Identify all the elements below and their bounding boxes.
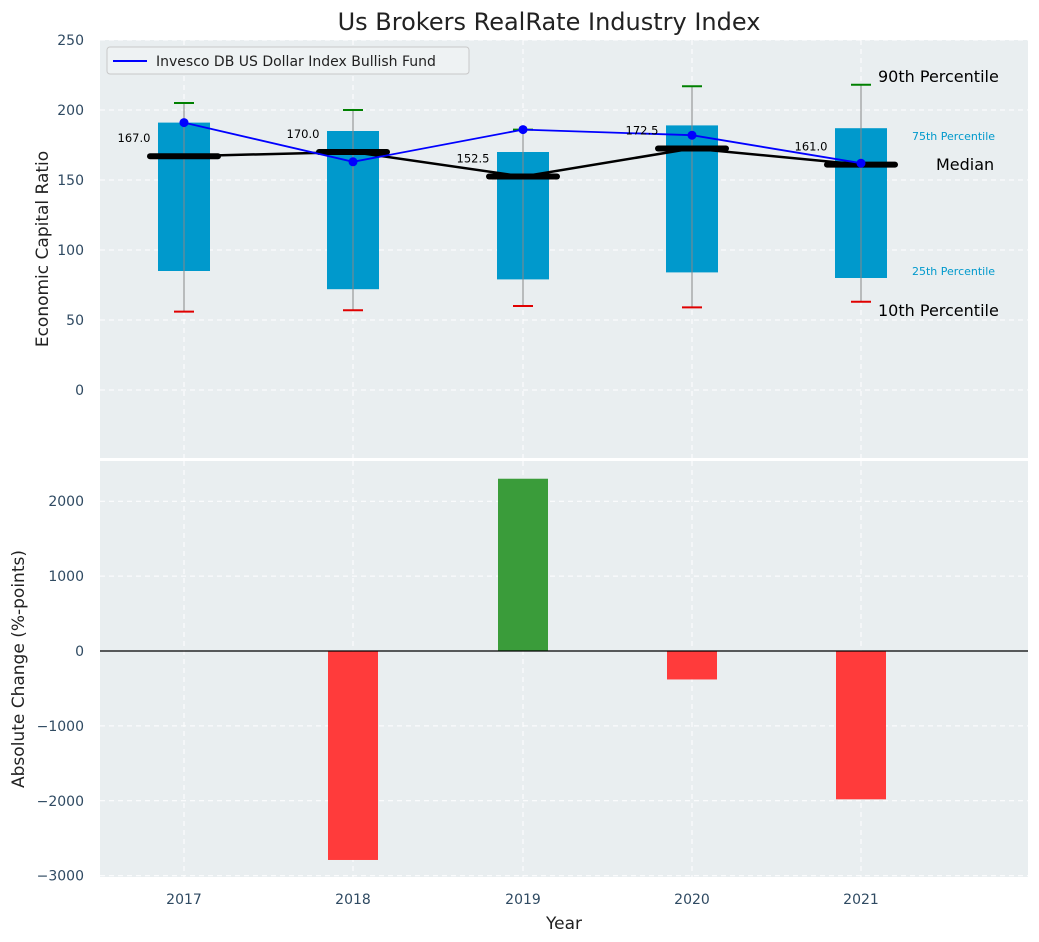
annotation-75th: 75th Percentile [912, 130, 995, 143]
top-y-tick-150: 150 [57, 173, 84, 189]
top-y-tick-0: 0 [75, 383, 84, 399]
median-label-2020: 172.5 [626, 124, 659, 138]
bottom-y-axis-ticks: −3000 −2000 −1000 0 1000 2000 [37, 494, 84, 885]
median-label-2017: 167.0 [118, 131, 151, 145]
x-tick-2019: 2019 [505, 892, 541, 908]
annotation-90th: 90th Percentile [878, 67, 999, 86]
bottom-y-tick--1000: −1000 [37, 719, 84, 735]
fund-point-2019 [518, 125, 528, 135]
top-y-tick-100: 100 [57, 243, 84, 259]
x-tick-2017: 2017 [166, 892, 202, 908]
fund-series [179, 118, 866, 168]
bottom-y-tick-0: 0 [75, 644, 84, 660]
bottom-y-tick--2000: −2000 [37, 794, 84, 810]
legend-label: Invesco DB US Dollar Index Bullish Fund [156, 54, 436, 70]
legend: Invesco DB US Dollar Index Bullish Fund [106, 46, 470, 75]
change-bar-2019 [498, 478, 548, 651]
top-panel-background [100, 40, 1028, 458]
median-label-2019: 152.5 [457, 152, 490, 166]
chart-title: Us Brokers RealRate Industry Index [338, 8, 761, 36]
bottom-panel-background [100, 461, 1028, 877]
median-label-2018: 170.0 [287, 127, 320, 141]
bottom-y-tick--3000: −3000 [37, 869, 84, 885]
x-axis-ticks: 2017 2018 2019 2020 2021 [166, 892, 879, 908]
change-bar-2021 [836, 651, 886, 800]
bottom-y-tick-1000: 1000 [48, 569, 84, 585]
annotation-median: Median [936, 155, 994, 174]
annotation-25th: 25th Percentile [912, 265, 995, 278]
fund-point-2020 [687, 130, 697, 140]
top-y-tick-200: 200 [57, 103, 84, 119]
median-label-2021: 161.0 [795, 140, 828, 154]
change-bar-2020 [667, 651, 717, 680]
annotation-10th: 10th Percentile [878, 301, 999, 320]
bottom-y-tick-2000: 2000 [48, 494, 84, 510]
change-bars [328, 478, 886, 860]
top-y-tick-50: 50 [66, 313, 84, 329]
legend-box [106, 46, 470, 75]
fund-point-2017 [179, 118, 189, 128]
top-y-tick-250: 250 [57, 33, 84, 49]
top-y-axis-label: Economic Capital Ratio [33, 151, 53, 347]
fund-point-2021 [856, 158, 866, 168]
bottom-y-axis-label: Absolute Change (%-points) [9, 550, 29, 788]
median-value-labels: 167.0 170.0 152.5 172.5 161.0 [118, 124, 828, 166]
change-bar-2018 [328, 651, 378, 860]
x-axis-label: Year [545, 914, 582, 934]
x-tick-2021: 2021 [843, 892, 879, 908]
fund-point-2018 [348, 157, 358, 167]
x-tick-2018: 2018 [335, 892, 371, 908]
x-tick-2020: 2020 [674, 892, 710, 908]
top-y-axis-ticks: 0 50 100 150 200 250 [57, 33, 84, 399]
